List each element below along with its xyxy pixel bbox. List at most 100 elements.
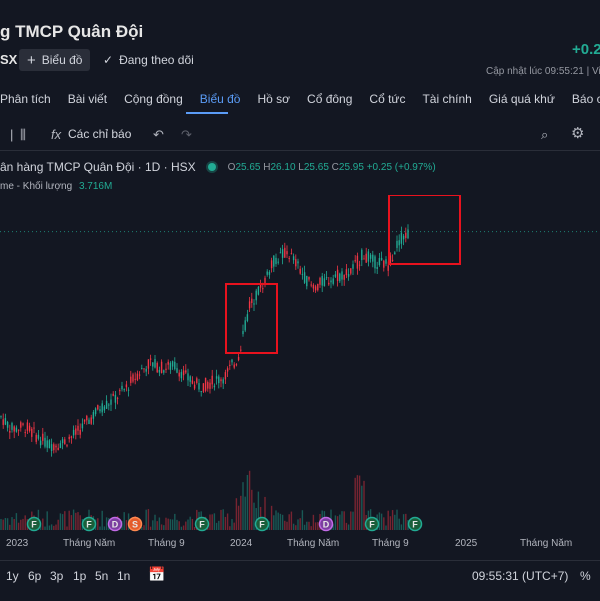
function-icon[interactable]: fx (51, 127, 62, 142)
indicators-button[interactable]: Các chỉ báo (68, 127, 132, 141)
candle-body (284, 247, 286, 258)
volume-bar (347, 524, 350, 530)
candle-body (50, 444, 53, 452)
candle-body (48, 440, 51, 449)
candle-body (28, 425, 31, 431)
range-5d[interactable]: 5n (95, 569, 109, 583)
volume-bar (273, 515, 275, 530)
candle-body (213, 385, 216, 388)
candle-body (385, 259, 387, 264)
candle-type-icon[interactable]: ⫼ (20, 127, 26, 142)
volume-bar (154, 514, 156, 530)
candle-body (290, 253, 293, 255)
candle-body (196, 378, 198, 383)
volume-bar (383, 517, 385, 530)
x-tick: 2024 (230, 538, 253, 549)
volume-bar (11, 517, 13, 530)
volume-bar (105, 517, 108, 530)
candle-body (246, 314, 249, 322)
follow-button[interactable]: ✓ Đang theo dõi (103, 49, 194, 71)
undo-icon[interactable]: ↶ (153, 127, 164, 142)
high-label: H (263, 161, 271, 173)
volume-bar (97, 518, 99, 530)
volume-bar (224, 516, 227, 530)
x-tick: Tháng Năm (63, 538, 116, 549)
candle-body (94, 408, 97, 415)
tab-dividends[interactable]: Cổ tức (369, 92, 406, 106)
tab-history[interactable]: Giá quá khứ (488, 92, 555, 106)
volume-bar (193, 526, 196, 530)
candle-body (363, 258, 365, 260)
volume-bar (246, 474, 249, 530)
event-marker (194, 516, 210, 532)
stock-tabs: Phân tích Bài viết Cộng đồng Biểu đồ Hồ … (0, 92, 600, 114)
percent-toggle[interactable]: % (580, 569, 591, 583)
settings-gear-icon[interactable]: ⚙ (571, 125, 585, 142)
candle-body (218, 376, 220, 384)
candle-body (9, 430, 11, 433)
volume-bar (345, 522, 348, 530)
tab-posts[interactable]: Bài viết (67, 92, 108, 106)
volume-bar (211, 514, 213, 530)
volume-bar (343, 511, 345, 530)
range-1m[interactable]: 1p (73, 569, 87, 583)
candle-body (59, 443, 62, 449)
volume-bar (189, 516, 191, 530)
range-6m[interactable]: 6p (28, 569, 42, 583)
candle-body (292, 256, 295, 261)
tab-analysis[interactable]: Phân tích (0, 92, 51, 106)
candle-body (187, 373, 189, 381)
add-chart-button[interactable]: + Biểu đồ (19, 49, 91, 71)
tab-shareholders[interactable]: Cổ đông (307, 92, 353, 106)
candle-body (204, 377, 207, 391)
volume-bar (4, 518, 7, 530)
candle-body (339, 273, 341, 282)
candle-body (110, 399, 112, 405)
date-range-icon[interactable]: 📅 (148, 566, 166, 582)
range-1y[interactable]: 1y (6, 569, 19, 583)
candle-body (193, 384, 196, 389)
candle-body (259, 283, 262, 288)
candle-body (127, 389, 130, 391)
updated-time: Cập nhật lúc 09:55:21 | Vi (486, 66, 600, 77)
candle-body (138, 374, 141, 376)
candle-body (174, 361, 176, 370)
volume-bar (341, 511, 343, 530)
volume-bar (53, 525, 55, 530)
range-3m[interactable]: 3p (50, 569, 64, 583)
tab-chart[interactable]: Biểu đồ (199, 92, 241, 106)
x-tick: Tháng 9 (148, 538, 185, 549)
candle-body (136, 373, 139, 381)
candle-body (22, 423, 24, 425)
candle-body (11, 423, 13, 430)
candle-body (378, 258, 381, 266)
quick-search-icon[interactable]: ⌕ (541, 127, 549, 142)
candle-body (314, 286, 317, 291)
candle-body (143, 368, 145, 370)
tab-community[interactable]: Cộng đồng (124, 92, 183, 106)
volume-bar (9, 524, 11, 530)
drawing-tool-icon[interactable]: | (10, 127, 14, 142)
tab-financials[interactable]: Tài chính (422, 92, 472, 106)
clock-display[interactable]: 09:55:31 (UTC+7) (472, 569, 569, 583)
candle-body (141, 367, 143, 369)
volume-bar (167, 518, 169, 530)
candle-body (248, 301, 251, 309)
volume-bar (147, 509, 150, 530)
candle-body (119, 390, 121, 392)
range-1d[interactable]: 1n (117, 569, 131, 583)
candle-body (347, 274, 350, 277)
tab-profile[interactable]: Hồ sơ (257, 92, 291, 106)
open-value: 25.65 (235, 161, 261, 173)
redo-icon[interactable]: ↷ (181, 127, 192, 142)
candle-body (33, 427, 35, 429)
candle-body (209, 382, 211, 389)
tab-reports[interactable]: Báo cáo (571, 92, 600, 106)
candle-body (169, 362, 172, 370)
candle-body (251, 298, 253, 303)
candle-body (275, 257, 277, 264)
candle-body (383, 260, 385, 268)
volume-bar (174, 513, 176, 530)
candle-body (97, 405, 99, 410)
